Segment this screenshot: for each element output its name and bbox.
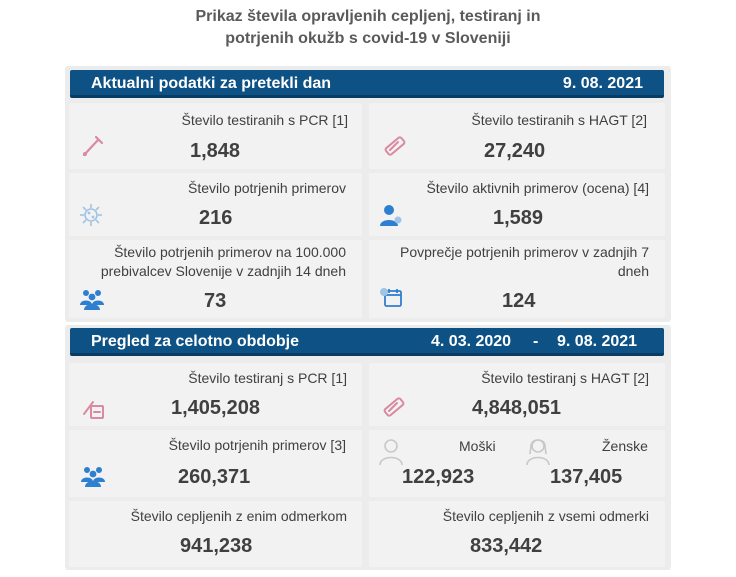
overall-one-dose-label: Število cepljenih z enim odmerkom xyxy=(130,508,347,524)
overall-all-doses-label: Število cepljenih z vsemi odmerki xyxy=(442,508,649,524)
calendar-icon xyxy=(378,284,404,310)
overall-pcr-label: Število testiranj s PCR [1] xyxy=(188,370,347,386)
daily-avg7-label-line2: dneh xyxy=(617,263,649,279)
overall-date-to: 9. 08. 2021 xyxy=(557,333,638,350)
male-icon xyxy=(377,436,405,466)
people-group-icon xyxy=(80,462,106,488)
card-overall-confirmed: Število potrjenih primerov [3] 260,371 xyxy=(69,430,362,497)
daily-active-value: 1,589 xyxy=(493,207,544,229)
overall-confirmed-value: 260,371 xyxy=(178,466,251,488)
card-daily-hagt: Število testiranih s HAGT [2] 27,240 xyxy=(369,103,665,169)
daily-per100k-label-line1: Število potrjenih primerov na 100.000 xyxy=(114,244,346,260)
title-line-1: Prikaz števila opravljenih cepljenj, tes… xyxy=(195,8,541,25)
overall-date-dash: - xyxy=(533,333,539,350)
person-icon xyxy=(378,202,404,228)
overall-hagt-label: Število testiranj s HAGT [2] xyxy=(481,370,649,386)
female-value: 137,405 xyxy=(550,466,623,488)
card-overall-hagt: Število testiranj s HAGT [2] 4,848,051 xyxy=(369,363,665,426)
overall-date-from: 4. 03. 2020 xyxy=(431,333,512,350)
card-daily-per100k: Število potrjenih primerov na 100.000 pr… xyxy=(69,240,362,318)
daily-per100k-label: Število potrjenih primerov na 100.000 pr… xyxy=(101,243,346,281)
test-tube-icon xyxy=(79,133,105,159)
card-overall-all-doses: Število cepljenih z vsemi odmerki 833,44… xyxy=(369,501,665,567)
daily-avg7-label-line1: Povprečje potrjenih primerov v zadnjih 7 xyxy=(399,244,649,260)
overall-heading: Pregled za celotno obdobje xyxy=(91,333,300,350)
daily-per100k-label-line2: prebivalcev Slovenije v zadnjih 14 dneh xyxy=(100,263,346,279)
female-icon xyxy=(524,436,552,466)
overall-confirmed-label: Število potrjenih primerov [3] xyxy=(168,437,346,453)
daily-per100k-value: 73 xyxy=(204,290,227,312)
overall-one-dose-value: 941,238 xyxy=(180,535,253,557)
people-group-icon xyxy=(79,285,105,311)
daily-date: 9. 08. 2021 xyxy=(562,75,643,92)
daily-confirmed-label: Število potrjenih primerov xyxy=(188,180,346,196)
daily-avg7-label: Povprečje potrjenih primerov v zadnjih 7… xyxy=(400,243,649,281)
card-daily-active: Število aktivnih primerov (ocena) [4] 1,… xyxy=(369,173,665,236)
title-line-2: potrjenih okužb s covid-19 v Sloveniji xyxy=(225,30,511,47)
daily-avg7-value: 124 xyxy=(502,290,536,312)
male-value: 122,923 xyxy=(402,466,475,488)
card-overall-gender: Moški 122,923 Ženske 137,405 xyxy=(369,430,665,497)
daily-pcr-label: Število testiranih s PCR [1] xyxy=(181,112,348,128)
overall-all-doses-value: 833,442 xyxy=(470,535,543,557)
rapid-test-icon xyxy=(381,133,407,159)
card-daily-avg7: Povprečje potrjenih primerov v zadnjih 7… xyxy=(369,240,665,318)
female-label: Ženske xyxy=(602,438,648,454)
daily-hagt-value: 27,240 xyxy=(484,140,546,162)
virus-icon xyxy=(78,202,104,228)
card-daily-confirmed: Število potrjenih primerov 216 xyxy=(69,173,362,236)
card-daily-pcr: Število testiranih s PCR [1] 1,848 xyxy=(69,103,362,169)
overall-pcr-value: 1,405,208 xyxy=(171,397,260,419)
card-overall-pcr: Število testiranj s PCR [1] 1,405,208 xyxy=(69,363,362,426)
card-overall-one-dose: Število cepljenih z enim odmerkom 941,23… xyxy=(69,501,362,567)
daily-active-label: Število aktivnih primerov (ocena) [4] xyxy=(426,180,649,196)
daily-pcr-value: 1,848 xyxy=(190,140,241,162)
daily-confirmed-value: 216 xyxy=(199,207,233,229)
rapid-test-icon xyxy=(380,394,406,420)
male-label: Moški xyxy=(459,438,496,454)
daily-banner: Aktualni podatki za pretekli dan 9. 08. … xyxy=(70,70,664,98)
test-tubes-icon xyxy=(80,396,106,422)
page-title: Prikaz števila opravljenih cepljenj, tes… xyxy=(0,6,736,50)
overall-banner: Pregled za celotno obdobje 4. 03. 2020 -… xyxy=(70,328,664,356)
overall-hagt-value: 4,848,051 xyxy=(472,397,561,419)
daily-heading: Aktualni podatki za pretekli dan xyxy=(91,75,332,92)
daily-hagt-label: Število testiranih s HAGT [2] xyxy=(471,112,647,128)
